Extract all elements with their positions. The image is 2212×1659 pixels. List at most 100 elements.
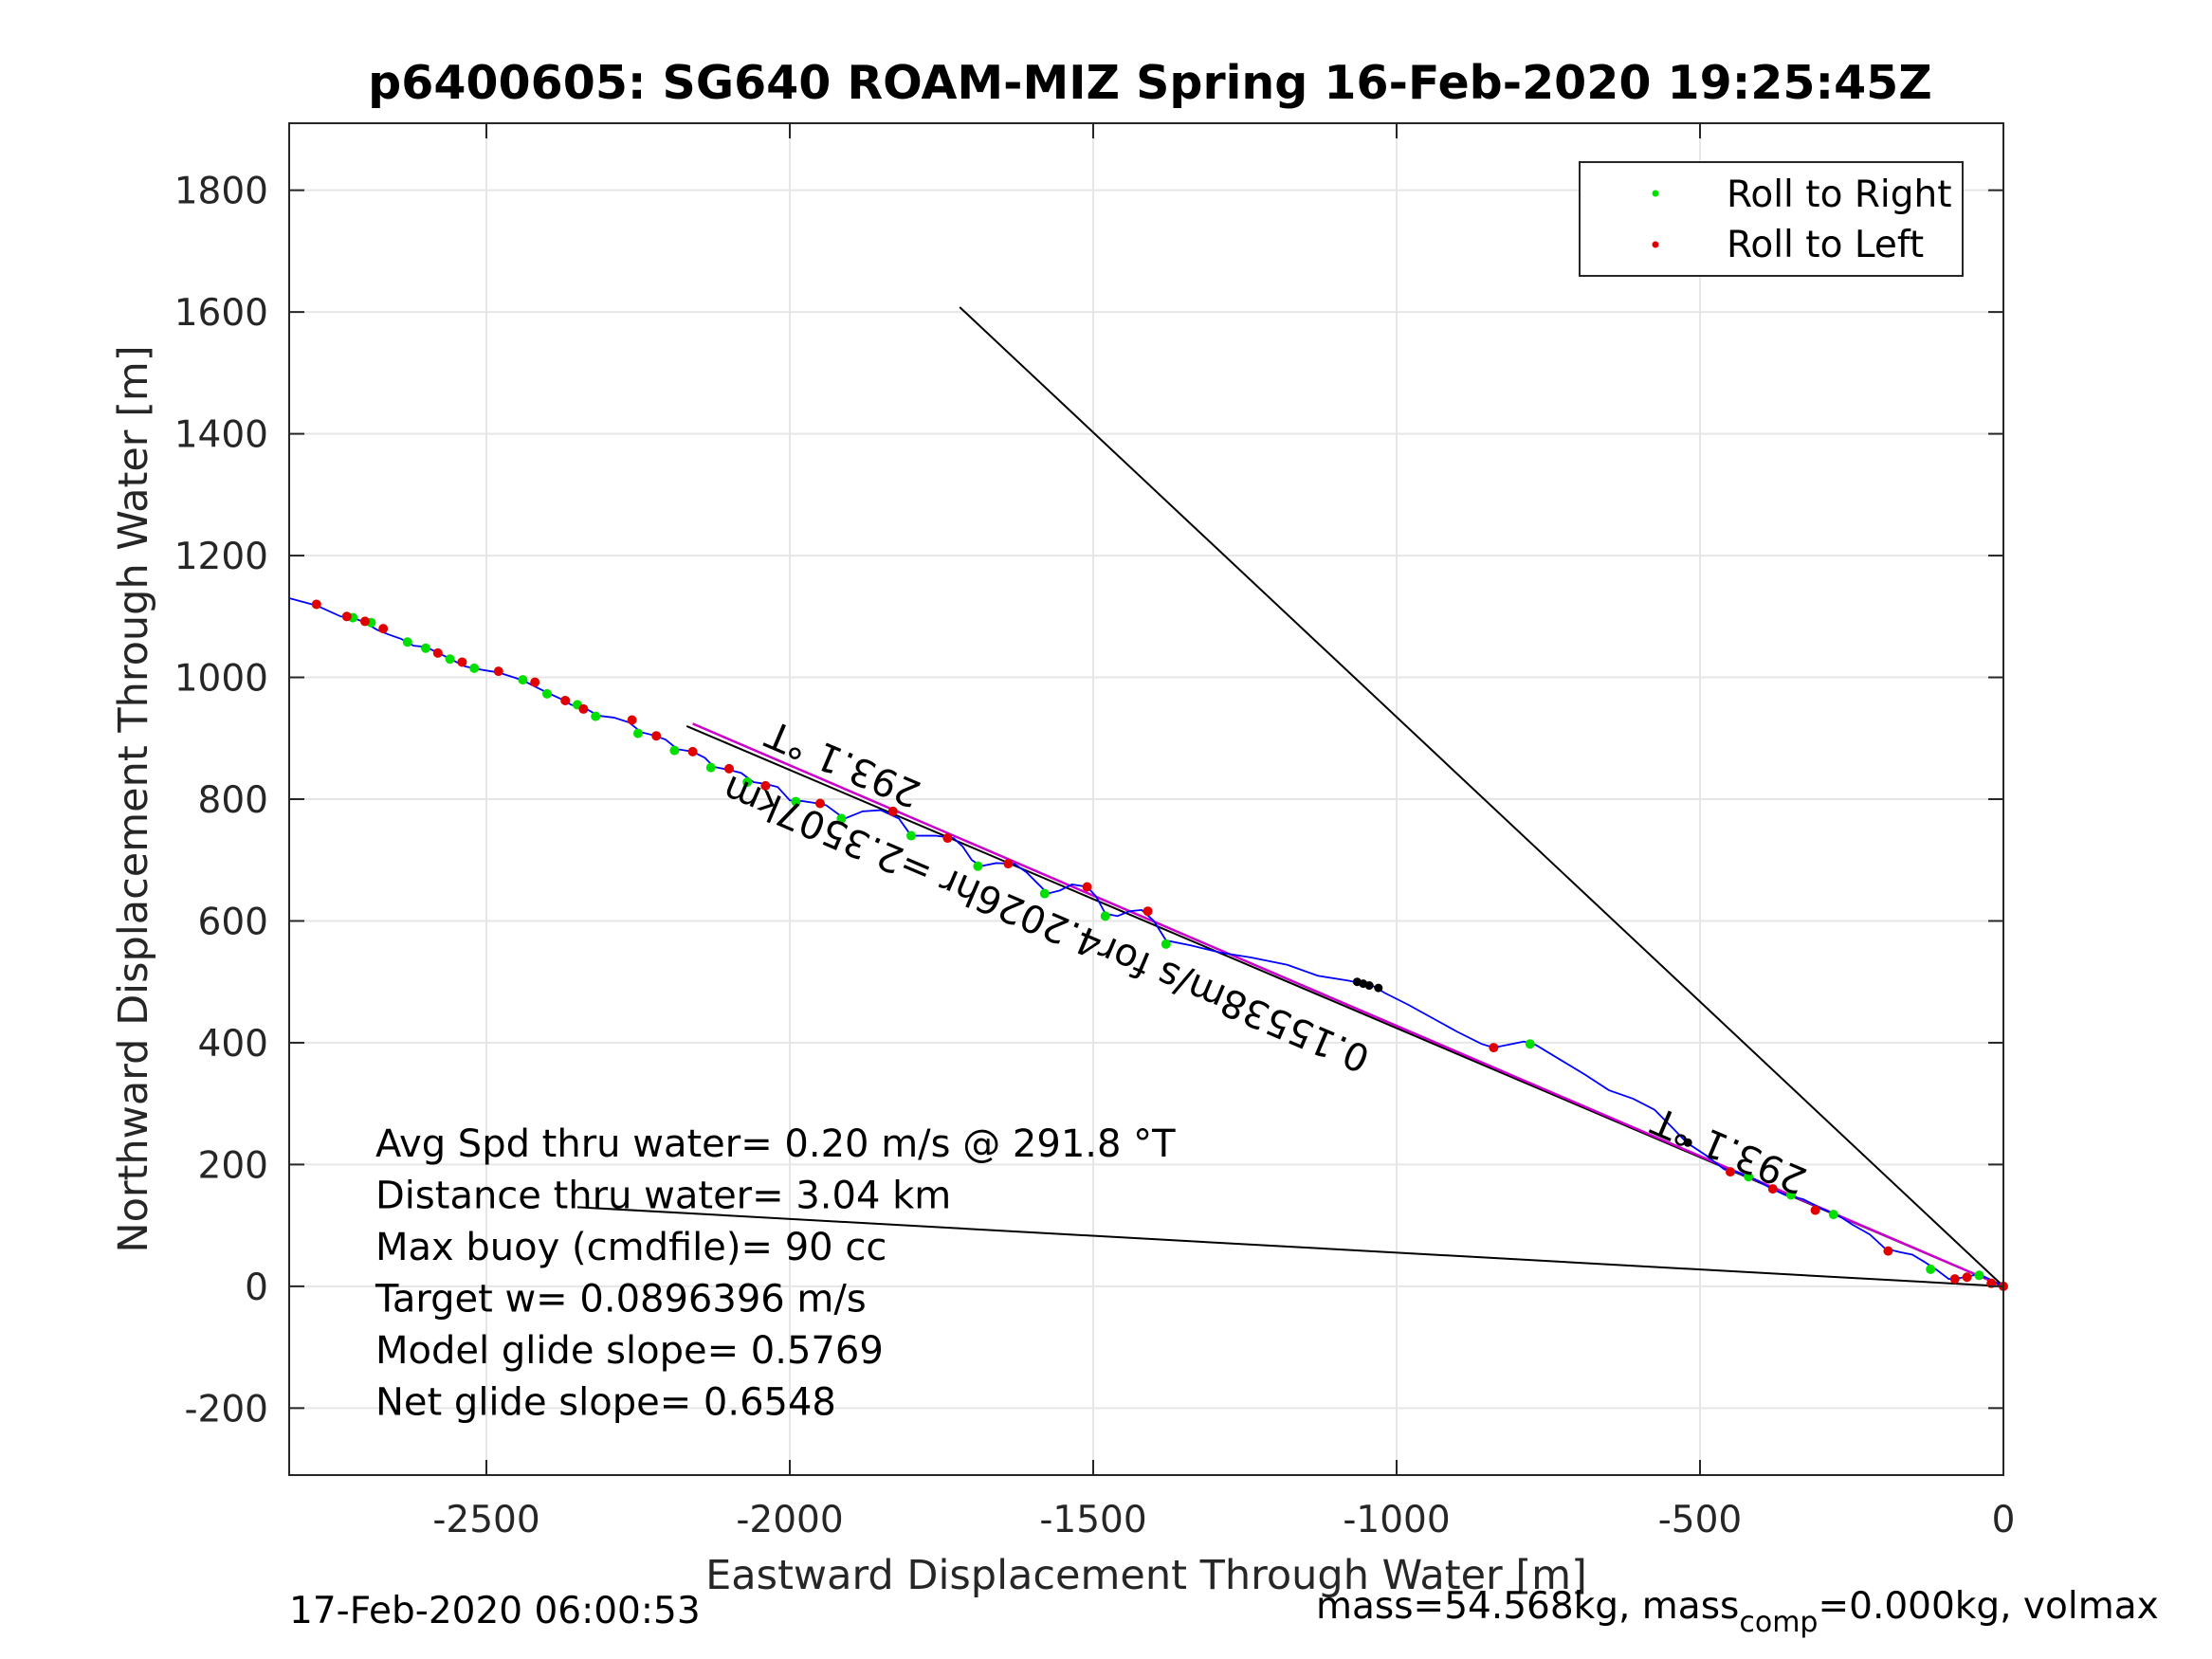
roll-right-point — [421, 643, 430, 653]
legend: Roll to Right Roll to Left — [1579, 161, 1964, 277]
roll-left-point — [493, 666, 503, 677]
footer-mass: mass=54.568kg, masscomp=0.000kg, volmax — [1316, 1585, 2159, 1639]
roll-right-point — [1039, 888, 1050, 899]
roll-right-point — [469, 663, 480, 673]
roll-left-point — [1726, 1167, 1735, 1177]
reference-line — [959, 306, 2004, 1287]
stats-line: Distance thru water= 3.04 km — [375, 1175, 951, 1218]
roll-left-point — [360, 616, 370, 627]
glider-track — [288, 597, 2004, 1287]
plot-lines — [288, 306, 2008, 1291]
roll-right-point — [742, 777, 753, 788]
chart-title: p6400605: SG640 ROAM-MIZ Spring 16-Feb-2… — [368, 56, 1932, 110]
y-tick-label: 1200 — [174, 536, 268, 578]
roll-left-point — [1489, 1043, 1499, 1053]
x-tick-label: 0 — [1992, 1499, 2016, 1541]
roll-right-point — [906, 830, 916, 841]
roll-right-point — [1525, 1039, 1535, 1049]
y-tick-label: 800 — [198, 779, 268, 822]
y-tick-label: 1000 — [174, 658, 268, 701]
roll-left-point — [341, 611, 352, 622]
legend-label-roll-right: Roll to Right — [1727, 173, 1952, 216]
roll-right-point — [669, 745, 680, 756]
x-tick-label: -1500 — [1039, 1499, 1146, 1541]
x-tick-label: -2500 — [432, 1499, 539, 1541]
reference-line — [692, 722, 2004, 1288]
stats-line: Target w= 0.0896396 m/s — [375, 1278, 867, 1322]
roll-left-point — [1883, 1246, 1893, 1256]
stats-line: Net glide slope= 0.6548 — [375, 1381, 836, 1425]
marker-point — [1364, 981, 1374, 991]
roll-left-point — [578, 703, 589, 714]
roll-right-point — [1926, 1264, 1936, 1274]
roll-left-point — [432, 647, 443, 658]
roll-right-point — [402, 637, 412, 647]
roll-left-point — [724, 763, 734, 774]
x-axis-label: Eastward Displacement Through Water [m] — [705, 1552, 1587, 1599]
legend-box — [1579, 161, 1964, 277]
roll-left-point — [1003, 859, 1014, 869]
roll-left-point — [760, 780, 771, 791]
roll-right-point — [633, 728, 643, 738]
roll-left-point — [1767, 1184, 1778, 1194]
roll-left-point — [942, 833, 953, 844]
x-tick-label: -500 — [1658, 1499, 1743, 1541]
roll-left-point — [311, 599, 321, 610]
roll-left-point — [627, 715, 637, 725]
y-tick-label: 1800 — [174, 171, 268, 213]
roll-right-point — [973, 861, 983, 871]
footer-mass-suffix: =0.000kg, volmax — [1818, 1585, 2158, 1628]
y-tick-label: 1600 — [174, 292, 268, 335]
roll-left-point — [887, 806, 898, 816]
roll-left-point — [378, 624, 389, 634]
roll-right-point — [1744, 1172, 1754, 1182]
stats-annotation: Avg Spd thru water= 0.20 m/s @ 291.8 °T D… — [375, 1122, 1176, 1425]
marker-point — [1374, 983, 1383, 993]
roll-right-point — [518, 675, 528, 685]
legend-swatch-roll-left — [1652, 241, 1659, 248]
roll-right-point — [836, 813, 847, 824]
legend-swatch-roll-right — [1652, 190, 1659, 197]
roll-left-point — [1810, 1205, 1820, 1215]
footer-mass-sub: comp — [1739, 1606, 1818, 1639]
x-tick-label: -2000 — [736, 1499, 843, 1541]
y-tick-label: 0 — [245, 1267, 268, 1309]
reference-line — [576, 1206, 2004, 1287]
marker-point — [1683, 1138, 1692, 1147]
roll-right-point — [591, 711, 601, 721]
footer-mass-prefix: mass=54.568kg, mass — [1316, 1585, 1739, 1628]
y-axis-label: Northward Displacement Through Water [m] — [110, 345, 157, 1252]
footer-timestamp: 17-Feb-2020 06:00:53 — [289, 1590, 701, 1632]
legend-label-roll-left: Roll to Left — [1727, 224, 1924, 266]
roll-right-point — [1161, 939, 1171, 949]
x-tick-label: -1000 — [1343, 1499, 1450, 1541]
roll-right-point — [542, 688, 552, 699]
stats-line: Model glide slope= 0.5769 — [375, 1329, 884, 1373]
roll-right-point — [1974, 1270, 1984, 1281]
roll-right-point — [1828, 1210, 1838, 1220]
y-tick-label: 400 — [198, 1023, 268, 1066]
axis-ticks: -2500 -2000 -1500 -1000 -500 0-20002004006008… — [174, 123, 2016, 1541]
stats-line: Avg Spd thru water= 0.20 m/s @ 291.8 °T — [375, 1122, 1176, 1166]
roll-right-point — [705, 762, 716, 773]
roll-left-point — [1962, 1272, 1972, 1283]
roll-right-point — [791, 796, 801, 807]
roll-left-point — [560, 695, 571, 705]
roll-left-point — [530, 677, 540, 687]
y-tick-label: 1400 — [174, 414, 268, 457]
y-tick-label: -200 — [184, 1388, 268, 1431]
y-tick-label: 600 — [198, 901, 268, 943]
roll-left-point — [1082, 882, 1092, 892]
roll-left-point — [687, 746, 698, 757]
roll-left-point — [651, 731, 662, 741]
roll-right-point — [1786, 1190, 1796, 1200]
roll-left-point — [815, 798, 825, 809]
roll-left-point — [1143, 906, 1153, 917]
roll-left-point — [1949, 1274, 1960, 1285]
roll-right-point — [445, 654, 455, 665]
roll-left-point — [457, 657, 467, 667]
y-tick-label: 200 — [198, 1144, 268, 1187]
stats-line: Max buoy (cmdfile)= 90 cc — [375, 1226, 887, 1269]
roll-right-point — [1100, 911, 1110, 921]
